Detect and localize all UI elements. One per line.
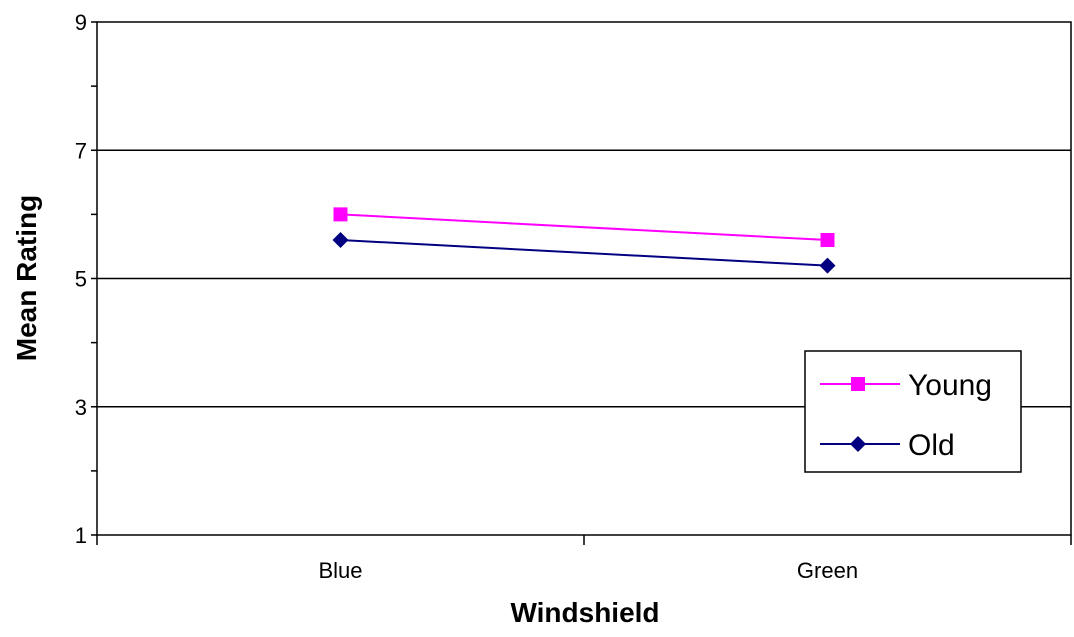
series-line-old bbox=[340, 239, 828, 267]
legend: Young Old bbox=[804, 350, 1022, 473]
legend-label-old: Old bbox=[908, 429, 955, 462]
x-tick-label: Green bbox=[797, 558, 858, 583]
x-axis-title: Windshield bbox=[510, 597, 659, 628]
y-tick-label: 3 bbox=[75, 395, 87, 420]
x-axis-ticks: Blue Green bbox=[96, 535, 1072, 583]
y-tick-label: 7 bbox=[75, 138, 87, 163]
data-point-old bbox=[819, 257, 836, 274]
legend-box bbox=[804, 350, 1022, 473]
y-tick-label: 1 bbox=[75, 523, 87, 548]
legend-label-young: Young bbox=[908, 369, 992, 402]
series-layer bbox=[332, 207, 836, 274]
legend-marker-old bbox=[850, 436, 866, 452]
y-tick-label: 9 bbox=[75, 10, 87, 35]
x-tick-label: Blue bbox=[318, 558, 362, 583]
series-line-young bbox=[340, 213, 828, 242]
y-axis-ticks: 1 3 5 7 9 bbox=[75, 10, 97, 548]
data-point-old bbox=[332, 232, 349, 249]
y-axis-title: Mean Rating bbox=[11, 195, 42, 361]
data-point-young bbox=[820, 233, 835, 248]
legend-marker-young bbox=[851, 377, 865, 391]
data-point-young bbox=[333, 207, 348, 222]
y-tick-label: 5 bbox=[75, 267, 87, 292]
